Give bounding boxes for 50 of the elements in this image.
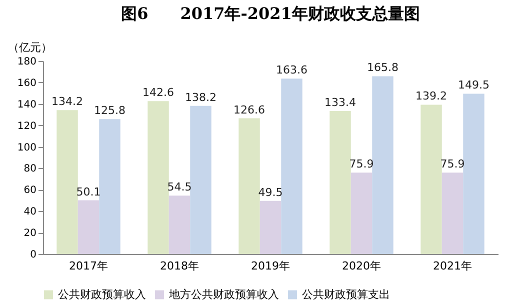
x-tick-label: 2017年 (69, 260, 108, 272)
bar (463, 94, 484, 254)
data-label: 54.5 (167, 180, 192, 194)
data-label: 149.5 (458, 78, 490, 92)
y-tick-label: 60 (24, 185, 36, 196)
chart-title: 图6 2017年-2021年财政收支总量图 (121, 4, 420, 23)
legend-label: 地方公共财政预算收入 (168, 288, 279, 301)
x-tick-label: 2018年 (160, 260, 199, 272)
legend-label: 公共财政预算支出 (302, 288, 390, 301)
data-label: 125.8 (94, 104, 126, 118)
data-label: 75.9 (349, 158, 374, 171)
bar (420, 104, 442, 254)
data-label: 138.2 (184, 90, 216, 104)
data-label: 139.2 (416, 90, 448, 103)
data-label: 134.2 (52, 95, 84, 108)
data-label: 75.9 (440, 158, 465, 171)
bar (260, 200, 282, 254)
y-tick-label: 20 (24, 228, 36, 240)
y-tick-label: 100 (17, 142, 36, 154)
y-tick-label: 160 (17, 78, 36, 89)
bar (168, 196, 190, 254)
bar (238, 118, 260, 254)
bar (372, 76, 394, 254)
data-label: 50.1 (76, 185, 101, 198)
data-label: 126.6 (234, 103, 266, 116)
x-tick-label: 2021年 (433, 260, 472, 272)
y-tick-label: 80 (24, 164, 36, 175)
data-label: 49.5 (258, 186, 283, 199)
y-tick-label: 40 (24, 206, 36, 218)
y-axis-title: （亿元） (8, 41, 52, 54)
y-tick-label: 140 (17, 99, 36, 110)
y-tick-label: 180 (17, 56, 36, 68)
bar (148, 101, 169, 254)
y-tick-label: 120 (17, 120, 36, 132)
x-tick-label: 2019年 (251, 260, 290, 272)
data-label: 142.6 (142, 86, 174, 100)
bar (190, 106, 212, 254)
bar (78, 200, 100, 254)
data-label: 165.8 (366, 61, 398, 74)
bar (281, 78, 302, 254)
x-tick-label: 2020年 (342, 260, 381, 272)
bar (56, 110, 78, 254)
bar (330, 110, 351, 254)
legend-label: 公共财政预算收入 (58, 288, 146, 301)
bar (99, 119, 120, 254)
y-tick-label: 0 (30, 250, 36, 260)
bar (442, 172, 464, 254)
data-label: 133.4 (324, 96, 356, 109)
data-label: 163.6 (276, 64, 308, 77)
bar (350, 172, 372, 254)
